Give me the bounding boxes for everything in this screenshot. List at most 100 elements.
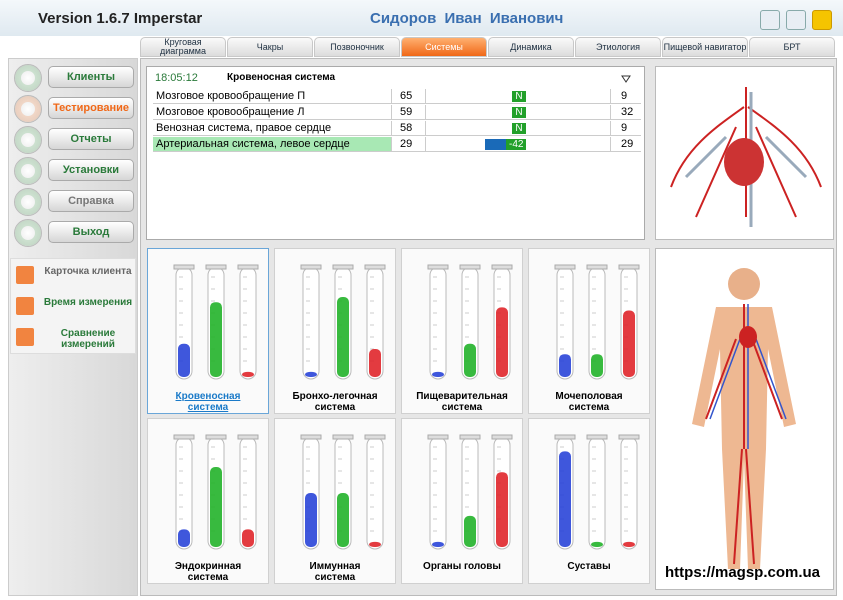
tube-rim [173,264,195,270]
tube-rim [427,434,449,440]
tube-rim [618,434,640,440]
tube-fill [623,541,635,547]
tube-glass [366,436,384,550]
menu-button[interactable]: Справка [48,190,134,212]
tube-rim [332,434,354,440]
tube-rim [364,434,386,440]
tube-rim [586,434,608,440]
tube-rim [300,264,322,270]
tube-rim [205,264,227,270]
system-card[interactable]: Иммунная система [274,418,396,584]
indicator-cell: N [425,89,611,104]
system-card[interactable]: Пищеварительная система [401,248,523,414]
maximize-button[interactable] [786,10,806,30]
tube-fill [210,467,222,547]
tab[interactable]: БРТ [749,37,835,57]
tubes [173,434,259,550]
tab[interactable]: Динамика [488,37,574,57]
user-name: Сидоров Иван Иванович [370,10,564,27]
tube-fill [464,343,476,377]
submenu-icon [16,328,34,346]
version: Version 1.6.7 Imperstar [38,10,203,27]
menu-button[interactable]: Установки [48,159,134,181]
system-card[interactable]: Органы головы [401,418,523,584]
tube-fill [623,310,635,377]
row-value: 65 [391,89,425,104]
heart-illustration [670,87,822,227]
tube-rim [554,264,576,270]
tab[interactable]: Пищевой навигатор [662,37,748,57]
submenu-item[interactable]: Карточка клиента [44,266,132,277]
tube-rim [205,434,227,440]
tube-fill [369,349,381,377]
tubes [300,264,386,380]
row-last: 32 [611,105,641,120]
menu-icon [14,157,42,185]
tab[interactable]: Этиология [575,37,661,57]
menu-button[interactable]: Клиенты [48,66,134,88]
system-name: Эндокринная система [174,561,242,583]
tube-rim [364,264,386,270]
table-title: Кровеносная система [227,72,336,83]
submenu-item[interactable]: Сравнение измерений [60,328,116,350]
submenu-icon [16,297,34,315]
submenu-item[interactable]: Время измерения [43,297,133,308]
tab[interactable]: Позвоночник [314,37,400,57]
system-card[interactable]: Кровеносная система [147,248,269,414]
tab[interactable]: Чакры [227,37,313,57]
tube-rim [332,264,354,270]
system-name: Органы головы [423,561,501,572]
indicator: N [512,91,526,102]
watermark: https://magsp.com.ua [665,564,821,581]
system-card[interactable]: Мочеполовая система [528,248,650,414]
heart-image [655,66,834,240]
dropdown-arrow[interactable] [621,75,631,83]
tab[interactable]: Круговая диаграмма [140,37,226,57]
tube-fill [337,493,349,547]
minimize-button[interactable] [760,10,780,30]
title-bar: Version 1.6.7 Imperstar Сидоров Иван Ива… [0,0,843,36]
menu-icon [14,188,42,216]
tube-rim [554,434,576,440]
row-name: Артериальная система, левое сердце [153,137,391,152]
tube-fill [178,343,190,377]
close-button[interactable] [812,10,832,30]
tube-fill [210,302,222,377]
tube-fill [559,451,571,547]
tubes [300,434,386,550]
row-name: Мозговое кровообращение Л [153,105,391,120]
tab[interactable]: Системы [401,37,487,57]
system-card[interactable]: Бронхо-легочная система [274,248,396,414]
tube-fill [305,493,317,547]
body-image [655,248,834,590]
tube-fill [178,529,190,547]
tube-rim [173,434,195,440]
row-value: 59 [391,105,425,120]
tube-fill [369,541,381,547]
menu-button[interactable]: Выход [48,221,134,243]
menu-icon [14,126,42,154]
tubes [173,264,259,380]
tube-rim [491,434,513,440]
system-card[interactable]: Суставы [528,418,650,584]
system-name: Суставы [567,561,611,572]
tubes [554,434,640,550]
system-card[interactable]: Эндокринная система [147,418,269,584]
tubes [554,264,640,380]
tube-rim [237,264,259,270]
tube-rim [618,264,640,270]
system-name: Бронхо-легочная система [292,391,378,413]
row-last: 9 [611,89,641,104]
tubes [427,434,513,550]
indicator: -42 [506,139,527,150]
indicator: N [512,107,526,118]
row-name: Венозная система, правое сердце [153,121,391,136]
menu-button[interactable]: Отчеты [48,128,134,150]
tube-fill [496,307,508,377]
tube-glass [429,436,447,550]
tube-fill [591,354,603,377]
tube-rim [459,264,481,270]
menu-button[interactable]: Тестирование [48,97,134,119]
row-last: 9 [611,121,641,136]
tube-rim [491,264,513,270]
